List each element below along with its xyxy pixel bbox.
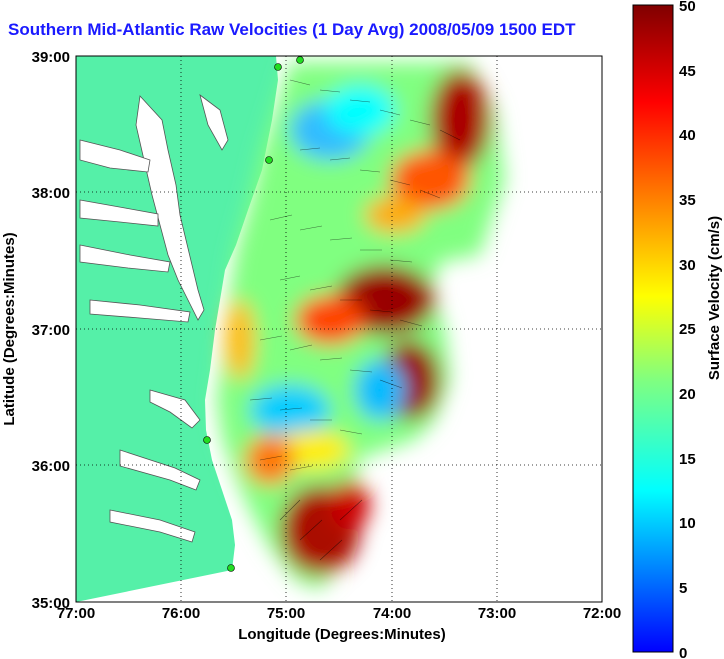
map-title: Southern Mid-Atlantic Raw Velocities (1 … [8,20,576,39]
colorbar-tick-label: 45 [679,63,696,80]
grid-lines [76,56,602,602]
colorbar-tick-label: 30 [679,257,696,274]
colorbar-tick-label: 40 [679,127,696,144]
station-marker [265,156,273,164]
plot-area [76,56,602,602]
y-tick-label: 37:00 [32,322,70,339]
colorbar-tick-label: 15 [679,451,696,468]
colorbar-tick-label: 0 [679,645,687,659]
x-tick-label: 73:00 [478,605,516,622]
station-marker [203,436,211,444]
colorbar-tick-label: 35 [679,192,696,209]
station-marker [227,564,235,572]
y-tick-label: 38:00 [32,185,70,202]
x-tick-label: 74:00 [373,605,411,622]
colorbar-tick-label: 10 [679,515,696,532]
colorbar-tick-label: 20 [679,386,696,403]
plot-frame [75,55,603,603]
x-tick-label: 72:00 [583,605,621,622]
colorbar [632,4,674,653]
colorbar-tick-label: 50 [679,0,696,15]
velocity-field [216,62,505,590]
colorbar-tick-label: 5 [679,580,687,597]
y-axis-label: Latitude (Degrees:Minutes) [1,232,18,425]
velocity-vectors [249,79,461,561]
x-tick-label: 76:00 [162,605,200,622]
colorbar-label: Surface Velocity (cm/s) [706,216,723,380]
chesapeake-bay [79,93,229,543]
x-tick-label: 75:00 [267,605,305,622]
colorbar-tick-label: 25 [679,321,696,338]
y-tick-label: 36:00 [32,458,70,475]
x-axis-label: Longitude (Degrees:Minutes) [238,626,446,643]
y-tick-label: 39:00 [32,49,70,66]
station-marker [296,56,304,64]
colorbar-tick-labels: 50 45 40 35 30 25 20 15 10 5 0 [679,0,696,659]
y-tick-label: 35:00 [32,595,70,612]
station-marker [274,63,282,71]
y-tick-labels: 39:00 38:00 37:00 36:00 35:00 [32,49,70,612]
radar-stations [203,56,304,572]
x-tick-labels: 77:00 76:00 75:00 74:00 73:00 72:00 [57,605,621,622]
x-tick-label: 77:00 [57,605,95,622]
